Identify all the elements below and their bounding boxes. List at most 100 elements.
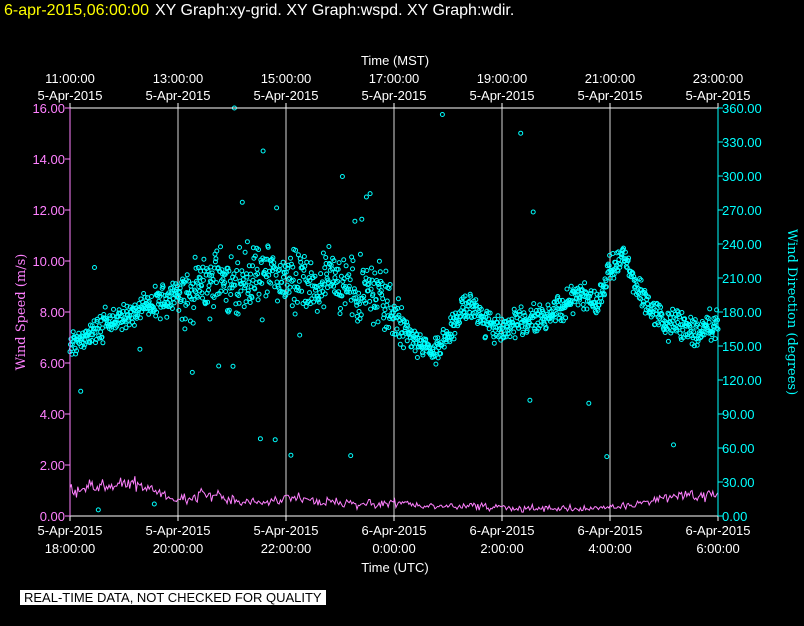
wind-direction-point xyxy=(700,329,706,335)
right-tick-label: 240.00 xyxy=(722,237,762,252)
wind-direction-point xyxy=(213,280,219,286)
wind-direction-point xyxy=(676,324,682,330)
wind-direction-point xyxy=(376,284,382,290)
wind-direction-point xyxy=(427,345,433,351)
wind-direction-point xyxy=(169,285,175,291)
wind-direction-point xyxy=(250,277,256,283)
wind-direction-point xyxy=(246,263,252,269)
wind-direction-point xyxy=(393,331,399,337)
left-tick-label: 4.00 xyxy=(40,407,65,422)
wind-direction-point xyxy=(124,303,130,309)
wind-direction-point xyxy=(188,287,194,293)
wind-direction-point xyxy=(391,315,397,321)
wind-direction-point xyxy=(234,268,240,273)
bottom-tick-date: 6-Apr-2015 xyxy=(361,523,426,538)
wind-direction-point xyxy=(236,300,242,306)
wind-direction-point xyxy=(451,336,457,342)
wind-direction-point xyxy=(298,259,304,265)
wind-direction-point xyxy=(604,454,610,460)
right-axis-label: Wind Direction (degrees) xyxy=(784,229,799,395)
wind-direction-point xyxy=(196,274,202,280)
wind-direction-point xyxy=(710,328,716,334)
wind-direction-point xyxy=(206,283,212,289)
wind-direction-point xyxy=(400,333,406,339)
wind-direction-point xyxy=(370,291,376,297)
wind-direction-point xyxy=(247,300,253,305)
wind-direction-point xyxy=(250,263,255,269)
wind-direction-point xyxy=(557,297,563,303)
wind-direction-point xyxy=(272,284,278,290)
wind-direction-point xyxy=(257,436,263,442)
wind-direction-point xyxy=(433,361,439,367)
right-tick-label: 30.00 xyxy=(722,475,755,490)
wind-direction-point xyxy=(185,301,191,306)
wind-direction-point xyxy=(322,265,328,271)
wind-direction-point xyxy=(445,331,451,337)
wind-direction-point xyxy=(189,369,195,375)
wind-direction-point xyxy=(285,265,291,271)
wind-direction-point xyxy=(670,306,676,312)
wind-direction-point xyxy=(236,293,242,298)
wind-direction-point xyxy=(320,250,326,256)
wind-direction-point xyxy=(314,308,320,314)
wind-direction-point xyxy=(384,298,390,304)
left-tick-label: 10.00 xyxy=(32,254,65,269)
wind-direction-point xyxy=(621,245,626,251)
wind-direction-point xyxy=(70,329,76,335)
wind-direction-point xyxy=(401,345,406,351)
wind-speed-line xyxy=(69,476,719,513)
wind-direction-point xyxy=(239,199,245,205)
axes: 5-Apr-2015 18:00:00 5-Apr-2015 20:00:00 5-Ap… xyxy=(32,71,761,556)
top-tick-time: 19:00:00 xyxy=(477,71,528,86)
wind-direction-point xyxy=(237,244,242,250)
wind-direction-point xyxy=(111,306,116,312)
wind-direction-point xyxy=(462,293,468,299)
wind-direction-point xyxy=(441,344,447,350)
wind-direction-point xyxy=(588,291,594,296)
wind-direction-point xyxy=(270,265,276,271)
wind-direction-point xyxy=(569,298,575,304)
wind-direction-point xyxy=(279,279,285,285)
top-tick-date: 5-Apr-2015 xyxy=(145,88,210,103)
wind-direction-point xyxy=(577,297,582,303)
bottom-tick-time: 20:00:00 xyxy=(153,541,204,556)
left-tick-label: 0.00 xyxy=(40,509,65,524)
wind-direction-point xyxy=(307,278,313,283)
top-tick-date: 5-Apr-2015 xyxy=(685,88,750,103)
wind-direction-point xyxy=(102,304,108,310)
wind-direction-point xyxy=(692,317,698,323)
wind-direction-point xyxy=(232,282,238,288)
bottom-tick-time: 2:00:00 xyxy=(480,541,523,556)
wind-direction-point xyxy=(209,272,215,278)
wind-direction-point xyxy=(485,310,491,316)
wind-direction-point xyxy=(249,295,255,301)
wind-direction-point xyxy=(695,338,701,344)
wind-direction-point xyxy=(413,340,419,346)
wind-direction-point xyxy=(165,304,171,310)
wind-direction-point xyxy=(329,266,335,272)
wind-direction-point xyxy=(263,293,269,299)
wind-direction-point xyxy=(645,301,651,307)
wind-direction-point xyxy=(502,331,508,337)
wind-direction-point xyxy=(679,310,685,315)
wind-direction-point xyxy=(360,270,366,276)
wind-direction-point xyxy=(238,288,244,294)
wind-direction-point xyxy=(457,320,462,326)
bottom-tick-date: 6-Apr-2015 xyxy=(469,523,534,538)
wind-direction-point xyxy=(357,251,363,257)
wind-direction-point xyxy=(559,313,565,318)
wind-direction-point xyxy=(199,283,204,289)
wind-direction-point xyxy=(357,316,363,322)
wind-direction-point xyxy=(332,275,338,281)
wind-direction-point xyxy=(417,332,423,338)
wind-direction-point xyxy=(475,319,481,325)
wind-direction-point xyxy=(274,279,280,285)
wind-direction-point xyxy=(259,280,265,286)
wind-direction-point xyxy=(93,326,99,331)
wind-direction-point xyxy=(438,351,444,357)
wind-direction-point xyxy=(472,309,478,315)
wind-direction-point xyxy=(118,313,124,318)
wind-direction-point xyxy=(581,306,587,312)
wind-direction-point xyxy=(195,265,201,270)
wind-direction-point xyxy=(339,174,345,179)
